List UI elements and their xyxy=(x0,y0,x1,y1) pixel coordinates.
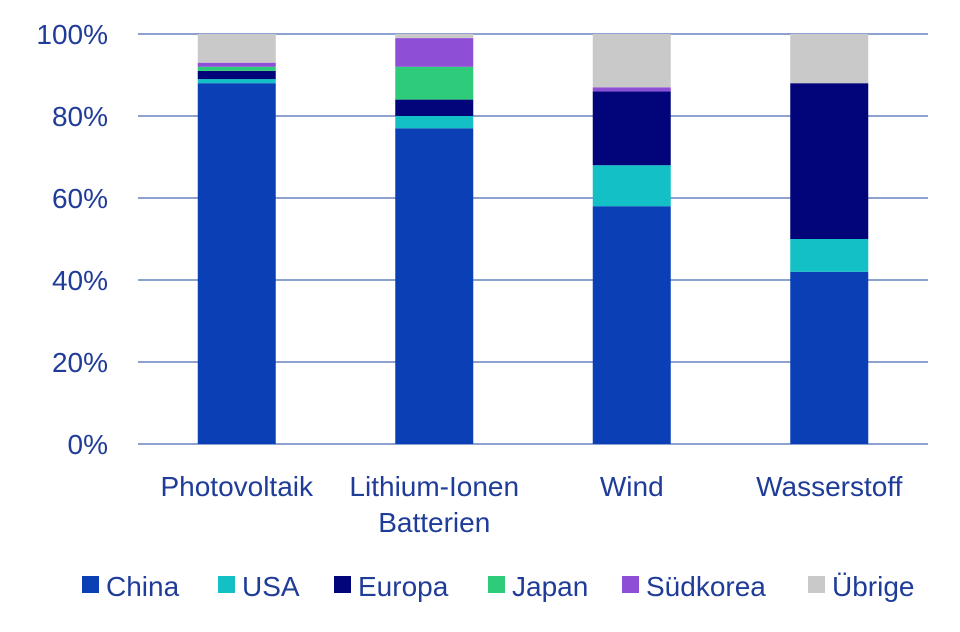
y-tick-label: 80% xyxy=(52,101,108,132)
bar-segment-europa xyxy=(790,83,869,239)
category-label: Lithium-Ionen Batterien xyxy=(349,471,519,538)
legend-label: Übrige xyxy=(832,571,914,602)
bar-segment-china xyxy=(395,128,474,445)
bar-segment-übrige xyxy=(790,34,869,84)
bar-segment-china xyxy=(790,271,869,444)
bar-stack xyxy=(592,34,671,444)
bars xyxy=(197,34,869,445)
legend-label: Südkorea xyxy=(646,571,766,602)
legend: China USA Europa Japan Südkorea Übrige xyxy=(82,571,914,602)
bar-segment-europa xyxy=(592,91,671,166)
bar-segment-übrige xyxy=(395,34,474,39)
y-tick-label: 60% xyxy=(52,183,108,214)
bar-segment-europa xyxy=(197,70,276,80)
bar-segment-china xyxy=(197,83,276,444)
y-axis: 0% 20% 40% 60% 80% 100% xyxy=(36,19,108,460)
y-tick-label: 20% xyxy=(52,347,108,378)
bar-segment-china xyxy=(592,206,671,444)
legend-swatch xyxy=(334,576,351,593)
legend-label: Japan xyxy=(512,571,588,602)
legend-label: USA xyxy=(242,571,300,602)
legend-label: China xyxy=(106,571,180,602)
y-tick-label: 40% xyxy=(52,265,108,296)
category-label: Photovoltaik xyxy=(160,471,314,502)
y-tick-label: 0% xyxy=(68,429,108,460)
x-axis: Photovoltaik Lithium-Ionen Batterien Wind Wa… xyxy=(160,471,902,538)
bar-segment-japan xyxy=(197,66,276,71)
legend-label: Europa xyxy=(358,571,449,602)
bar-segment-japan xyxy=(395,66,474,100)
bar-segment-usa xyxy=(592,165,671,207)
bar-segment-südkorea xyxy=(197,62,276,67)
bar-segment-übrige xyxy=(197,34,276,63)
bar-segment-südkorea xyxy=(395,38,474,67)
legend-swatch xyxy=(488,576,505,593)
bar-segment-usa xyxy=(395,116,474,129)
bar-segment-usa xyxy=(197,79,276,84)
legend-swatch xyxy=(808,576,825,593)
legend-swatch xyxy=(218,576,235,593)
bar-stack xyxy=(197,34,276,444)
bar-segment-europa xyxy=(395,99,474,116)
bar-segment-südkorea xyxy=(592,87,671,92)
y-tick-label: 100% xyxy=(36,19,108,50)
bar-stack xyxy=(790,34,869,444)
bar-segment-übrige xyxy=(592,34,671,88)
bar-segment-usa xyxy=(790,239,869,272)
bar-stack xyxy=(395,34,474,445)
legend-swatch xyxy=(82,576,99,593)
category-label: Wasserstoff xyxy=(756,471,902,502)
legend-swatch xyxy=(622,576,639,593)
category-label: Wind xyxy=(600,471,664,502)
